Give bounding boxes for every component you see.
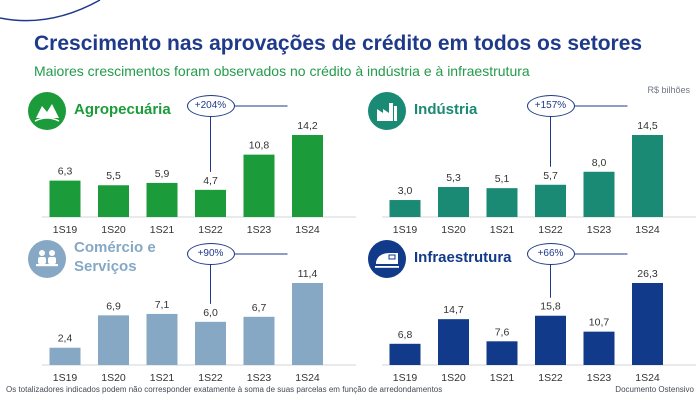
unit-label: R$ bilhões xyxy=(647,85,690,95)
growth-badge: +204% xyxy=(186,95,235,117)
bar-value-label: 6,9 xyxy=(106,300,121,312)
bar-value-label: 6,3 xyxy=(58,166,73,178)
bar-value-label: 7,6 xyxy=(495,326,510,338)
growth-badge: +90% xyxy=(186,243,235,265)
category-tick-label: 1S19 xyxy=(53,224,78,236)
bar-value-label: 2,4 xyxy=(58,333,73,345)
bar-1S23 xyxy=(243,154,275,217)
page-title: Crescimento nas aprovações de crédito em… xyxy=(34,32,643,55)
farm-icon xyxy=(28,92,66,130)
bar-1S22 xyxy=(195,321,226,365)
category-tick-label: 1S23 xyxy=(247,372,272,384)
bar-1S21 xyxy=(146,182,178,217)
category-tick-label: 1S19 xyxy=(53,372,78,384)
people-icon xyxy=(28,240,66,278)
panel-infraestrutura: Infraestrutura 6,8 1S19 14,7 1S20 7,6 1S21 15,8… xyxy=(368,238,698,388)
sector-title: Infraestrutura xyxy=(414,249,512,266)
bar-1S21 xyxy=(146,313,178,365)
bar-chart: 6,8 1S19 14,7 1S20 7,6 1S21 15,8 1S22 10,7 1S23 26… xyxy=(382,253,696,384)
category-tick-label: 1S21 xyxy=(150,224,175,236)
category-tick-label: 1S24 xyxy=(635,224,660,236)
bar-value-label: 10,7 xyxy=(589,317,610,329)
bar-value-label: 5,9 xyxy=(155,168,170,180)
bar-value-label: 5,5 xyxy=(106,170,121,182)
sector-title: Indústria xyxy=(414,101,478,118)
bar-1S21 xyxy=(486,341,518,365)
panel-comercio-servicos: Comércio e Serviços 2,4 1S19 6,9 1S20 7,1 1S21 6… xyxy=(28,238,358,388)
bar-1S24 xyxy=(292,283,323,365)
bar-1S19 xyxy=(389,343,421,365)
category-tick-label: 1S20 xyxy=(441,372,466,384)
decorative-arc xyxy=(0,0,101,22)
growth-badge: +157% xyxy=(526,95,575,117)
sector-title: Comércio e xyxy=(74,239,156,256)
bar-1S20 xyxy=(438,319,469,365)
category-tick-label: 1S20 xyxy=(101,372,126,384)
bar-value-label: 26,3 xyxy=(637,268,658,280)
bar-1S22 xyxy=(195,189,226,217)
bar-1S23 xyxy=(583,331,615,365)
category-tick-label: 1S22 xyxy=(198,224,223,236)
bar-chart: 3,0 1S19 5,3 1S20 5,1 1S21 5,7 1S22 8,0 1S23 14,5 1… xyxy=(382,105,696,236)
category-tick-label: 1S20 xyxy=(441,224,466,236)
bar-value-label: 3,0 xyxy=(398,185,413,197)
bar-1S20 xyxy=(98,185,129,217)
bar-value-label: 11,4 xyxy=(298,268,318,280)
bar-value-label: 7,1 xyxy=(155,299,170,311)
factory-icon xyxy=(368,92,406,130)
bar-value-label: 8,0 xyxy=(592,157,607,169)
category-tick-label: 1S19 xyxy=(393,372,418,384)
bar-value-label: 5,1 xyxy=(495,173,510,185)
category-tick-label: 1S23 xyxy=(587,224,612,236)
bar-value-label: 14,2 xyxy=(297,120,318,132)
bar-value-label: 6,8 xyxy=(398,329,413,341)
bar-value-label: 14,5 xyxy=(637,120,658,132)
bar-1S19 xyxy=(389,200,421,217)
bar-value-label: 15,8 xyxy=(540,301,561,313)
panel-industria: Indústria 3,0 1S19 5,3 1S20 5,1 1S21 5,7 1S22 8,0… xyxy=(368,90,698,240)
bar-value-label: 6,0 xyxy=(203,307,218,319)
bar-1S24 xyxy=(292,135,323,217)
bar-1S22 xyxy=(535,315,566,365)
category-tick-label: 1S22 xyxy=(538,372,563,384)
category-tick-label: 1S24 xyxy=(635,372,660,384)
growth-badge: +66% xyxy=(526,243,575,265)
bar-1S22 xyxy=(535,184,566,217)
bar-1S20 xyxy=(438,187,469,217)
page-subtitle: Maiores crescimentos foram observados no… xyxy=(34,63,530,79)
bar-1S23 xyxy=(243,316,275,365)
bar-1S24 xyxy=(632,135,663,217)
category-tick-label: 1S20 xyxy=(101,224,126,236)
category-tick-label: 1S19 xyxy=(393,224,418,236)
bar-chart: 6,3 1S19 5,5 1S20 5,9 1S21 4,7 1S22 10,8 1S23 14,2… xyxy=(42,105,356,236)
train-icon xyxy=(368,240,406,278)
category-tick-label: 1S22 xyxy=(538,224,563,236)
sector-title: Agropecuária xyxy=(74,101,171,118)
category-tick-label: 1S21 xyxy=(490,372,515,384)
bar-1S19 xyxy=(49,180,81,217)
bar-value-label: 4,7 xyxy=(203,175,218,187)
footnote: Os totalizadores indicados podem não cor… xyxy=(6,385,443,394)
bar-1S19 xyxy=(49,347,81,365)
category-tick-label: 1S23 xyxy=(247,224,272,236)
category-tick-label: 1S21 xyxy=(490,224,515,236)
bar-value-label: 14,7 xyxy=(443,304,464,316)
bar-1S24 xyxy=(632,283,663,365)
bar-value-label: 5,3 xyxy=(446,172,461,184)
panel-agropecuaria: Agropecuária 6,3 1S19 5,5 1S20 5,9 1S21 4,7 1S22… xyxy=(28,90,358,240)
category-tick-label: 1S23 xyxy=(587,372,612,384)
category-tick-label: 1S22 xyxy=(198,372,223,384)
bar-value-label: 5,7 xyxy=(543,170,558,182)
bar-value-label: 6,7 xyxy=(252,302,267,314)
sector-title: Serviços xyxy=(74,258,137,275)
bar-1S21 xyxy=(486,188,518,217)
bar-chart: 2,4 1S19 6,9 1S20 7,1 1S21 6,0 1S22 6,7 1S23 11,4 1… xyxy=(42,253,356,384)
bar-1S20 xyxy=(98,315,129,365)
bar-1S23 xyxy=(583,171,615,217)
document-label: Documento Ostensivo xyxy=(615,385,694,394)
category-tick-label: 1S21 xyxy=(150,372,175,384)
category-tick-label: 1S24 xyxy=(295,224,320,236)
bar-value-label: 10,8 xyxy=(249,140,270,152)
category-tick-label: 1S24 xyxy=(295,372,320,384)
